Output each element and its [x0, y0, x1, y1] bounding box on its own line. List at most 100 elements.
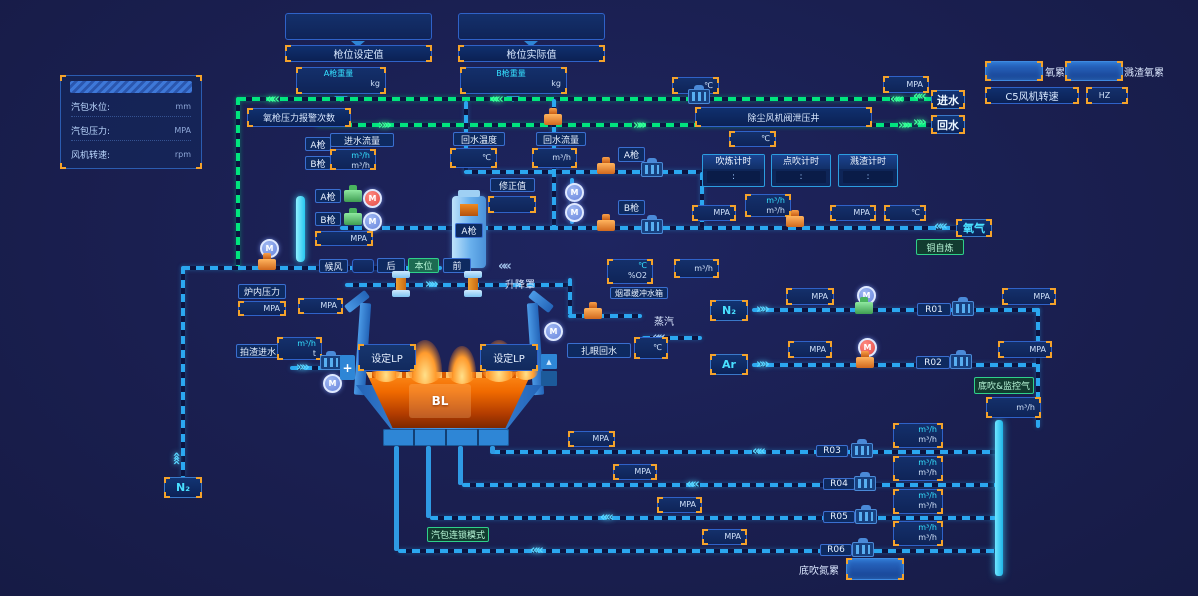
n2-button-label: N₂ — [721, 304, 737, 317]
lance-b-line-tag: B枪 — [618, 200, 645, 215]
hood-steam-valve[interactable] — [584, 302, 602, 319]
panel-header-strip — [70, 81, 192, 93]
return-line-valve[interactable] — [544, 108, 562, 125]
gun-a-water-valve[interactable] — [344, 185, 362, 202]
bottom-blow-monitor-label: 底吹&监控气 — [977, 382, 1031, 392]
gun-b-motor[interactable]: M — [363, 212, 382, 231]
bl-furnace-tag: BL — [409, 384, 471, 418]
dedust-alarm-label: 除尘风机阀泄压井 — [747, 113, 820, 124]
drum-parameter-panel: 汽包水位: mm 汽包压力: MPA 风机转速: rpm — [60, 75, 202, 169]
r01-label: R01 — [925, 304, 943, 315]
inlet-gate-valve[interactable] — [688, 85, 710, 104]
drum-level-unit: mm — [175, 101, 191, 111]
r03-pipe — [492, 450, 996, 454]
gun-b-water-valve[interactable] — [344, 208, 362, 225]
drum-pressure-label: 汽包压力: — [71, 126, 111, 137]
tilt-home-box: 本位 — [408, 258, 439, 273]
gun-a-weight-unit: kg — [370, 79, 380, 88]
gun-a-motor[interactable]: M — [363, 189, 382, 208]
furnace-pressure-label: 炉内压力 — [243, 288, 280, 298]
r03-flow-box: m³/h m³/h — [893, 423, 943, 448]
inlet-water-button[interactable]: 进水 — [931, 90, 965, 109]
lance-motor-2[interactable]: M — [565, 203, 584, 222]
n2-arrow-icon: »» — [756, 302, 770, 317]
plus-box[interactable]: + — [340, 355, 355, 380]
o2-total-value — [985, 61, 1043, 81]
lower-button[interactable] — [541, 371, 557, 386]
lance-a-valve[interactable] — [597, 157, 615, 174]
gun-actual-title: 枪位实际值 — [458, 45, 605, 62]
r02-gate-valve[interactable] — [950, 350, 972, 369]
ar-valve[interactable] — [856, 351, 874, 368]
motor-label: M — [328, 379, 337, 388]
charging-pipe — [345, 283, 570, 287]
r01-gate-valve[interactable] — [952, 297, 974, 316]
slag-splash-timer: 溅渣计时 : — [838, 154, 898, 187]
slag-o2-value — [1065, 61, 1123, 81]
flow-arrow-left-icon: «« — [266, 92, 280, 107]
oxygen-mpa2-box: MPA — [830, 205, 876, 221]
gun-set-display — [285, 13, 432, 40]
r05-gate-valve[interactable] — [855, 505, 877, 524]
r06-mpa-box: MPA — [702, 529, 747, 545]
gun-b-tag-label: B枪 — [310, 159, 326, 170]
r03-gate-valve[interactable] — [851, 439, 873, 458]
lance-cylinder-label: A枪 — [461, 227, 477, 237]
slag-water-motor[interactable]: M — [323, 374, 342, 393]
gun-b-weight-title: B枪重量 — [496, 69, 526, 78]
return-temp-value-box: ℃ — [450, 148, 497, 168]
return-temp-label: 回水温度 — [460, 135, 497, 146]
slag-water-valve[interactable] — [320, 351, 342, 370]
oxygen-flow-box: m³/h m³/h — [745, 194, 791, 217]
oxygen-button[interactable]: 氧气 — [956, 219, 992, 237]
lance-motor-1[interactable]: M — [565, 183, 584, 202]
o2-total-label: 氧累 — [1045, 68, 1065, 79]
n2-button[interactable]: N₂ — [710, 300, 748, 321]
motor-label: M — [368, 217, 377, 226]
r02-label: R02 — [924, 357, 942, 368]
top-temp-unit: ℃ — [704, 81, 713, 90]
gas-down-pipe — [1036, 308, 1040, 428]
return-water-button[interactable]: 回水 — [931, 115, 965, 134]
ar-button[interactable]: Ar — [710, 354, 748, 375]
set-lp-right-box[interactable]: 设定LP — [480, 344, 538, 371]
raise-button[interactable]: ▲ — [541, 354, 557, 369]
r06-pipe — [398, 549, 996, 553]
lance-alarm-label: 氧枪压力报警次数 — [262, 114, 335, 124]
lance-b-gate-valve[interactable] — [641, 215, 663, 234]
gun-set-title: 枪位设定值 — [285, 45, 432, 62]
r05-flow-unit-1: m³/h — [918, 491, 937, 500]
return-flow-label-box: 回水流量 — [536, 132, 586, 146]
lance-cylinder-tag: A枪 — [455, 223, 483, 238]
gun-set-title-label: 枪位设定值 — [333, 50, 384, 61]
flow-arrow-right-icon: »» — [898, 118, 912, 133]
hood-tank-label: 烟罩缓冲水箱 — [615, 288, 663, 298]
r05-label: R05 — [830, 512, 848, 522]
oxygen-valve[interactable] — [786, 210, 804, 227]
n2-bottom-button[interactable]: N₂ — [164, 477, 202, 498]
offgas-value-box: ℃ %O2 — [607, 259, 653, 284]
tuyere-pipe-1 — [394, 446, 399, 551]
gun-a-weight-title: A枪重量 — [323, 69, 354, 78]
cylinder-cap — [458, 190, 480, 197]
r04-gate-valve[interactable] — [854, 472, 876, 491]
r06-flow-unit-1: m³/h — [918, 523, 937, 532]
r06-gate-valve[interactable] — [852, 538, 874, 557]
oxygen-mpa2-unit: MPA — [853, 208, 870, 217]
flow-arrow-right-icon: »» — [633, 118, 647, 133]
slag-water-unit-1: m³/h — [297, 339, 316, 348]
furnace-right-motor[interactable]: M — [544, 322, 563, 341]
cooling-mpa-unit: MPA — [350, 234, 367, 243]
lance-link-pipe — [700, 172, 704, 228]
n2-valve[interactable] — [855, 297, 873, 314]
dedust-alarm-bar: 除尘风机阀泄压井 — [695, 107, 872, 127]
lance-a-gate-valve[interactable] — [641, 158, 663, 177]
hood-flow-box: m³/h — [674, 259, 719, 278]
oxygen-arrow-icon: «« — [934, 219, 948, 234]
point-blow-timer-value: : — [776, 171, 826, 183]
set-lp-left-box[interactable]: 设定LP — [358, 344, 416, 371]
lance-b-valve[interactable] — [597, 214, 615, 231]
return-water-label: 回水 — [937, 118, 959, 132]
left-header-valve[interactable] — [258, 253, 276, 270]
auto-mode-box: 铜自炼 — [916, 239, 964, 255]
